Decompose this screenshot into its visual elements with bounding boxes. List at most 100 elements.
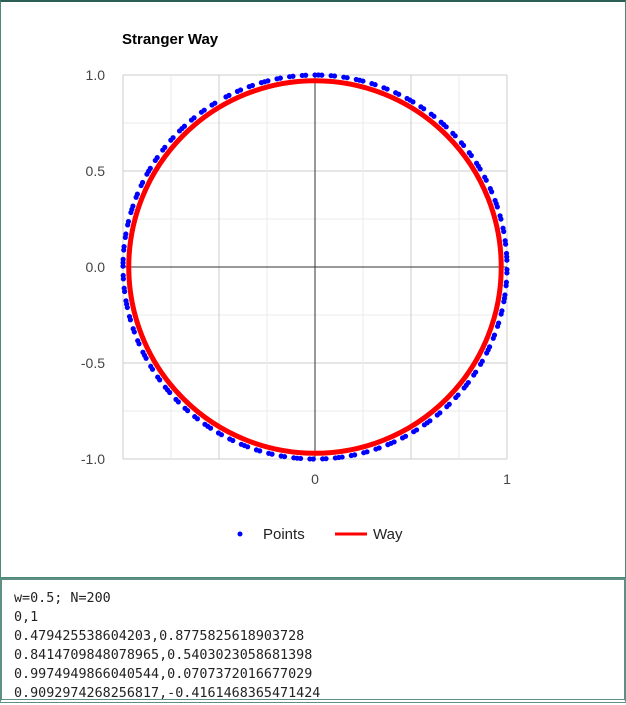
scatter-point — [504, 270, 510, 276]
scatter-point — [140, 349, 146, 355]
scatter-point — [215, 430, 222, 436]
scatter-point — [155, 374, 161, 380]
scatter-point — [360, 78, 366, 84]
scatter-point — [307, 456, 313, 462]
scatter-point — [461, 385, 467, 391]
scatter-point — [266, 450, 272, 456]
scatter-point — [182, 405, 188, 411]
scatter-point — [291, 455, 297, 461]
scatter-point — [477, 361, 484, 367]
scatter-point — [498, 311, 504, 317]
scatter-point — [344, 75, 350, 81]
scatter-point — [121, 285, 127, 291]
scatter-point — [227, 436, 233, 442]
scatter-point — [173, 396, 179, 403]
console-line: 0,1 — [14, 610, 39, 625]
scatter-point — [332, 455, 338, 461]
x-tick-label: 1 — [503, 471, 511, 487]
output-console[interactable]: w=0.5; N=200 0,1 0.479425538604203,0.87758… — [0, 578, 626, 703]
scatter-point — [431, 113, 437, 119]
scatter-point — [396, 91, 402, 97]
scatter-point — [226, 92, 232, 98]
scatter-point — [372, 82, 378, 88]
scatter-point — [265, 78, 271, 84]
scatter-point — [125, 218, 132, 225]
scatter-point — [494, 204, 500, 210]
scatter-point — [385, 442, 391, 448]
scatter-point — [444, 404, 450, 410]
scatter-point — [503, 241, 509, 247]
legend-points-marker — [237, 531, 243, 537]
scatter-point — [170, 135, 176, 141]
scatter-point — [361, 450, 367, 456]
scatter-point — [495, 323, 501, 329]
y-tick-label: 0.0 — [86, 259, 106, 275]
scatter-point — [278, 453, 284, 459]
scatter-point — [460, 142, 467, 149]
scatter-point — [134, 191, 140, 197]
scatter-point — [443, 124, 449, 130]
console-line: 0.9092974268256817,-0.4161468365471424 — [14, 686, 321, 701]
scatter-point — [212, 100, 218, 106]
scatter-point — [147, 165, 153, 171]
y-tick-label: -1.0 — [81, 451, 105, 467]
console-line: 0.8414709848078965,0.5403023058681398 — [14, 648, 313, 663]
scatter-point — [290, 73, 296, 79]
scatter-point — [434, 412, 440, 418]
scatter-point — [130, 203, 136, 209]
axes — [123, 75, 507, 459]
scatter-point — [148, 363, 154, 370]
scatter-point — [139, 179, 146, 186]
scatter-point — [453, 394, 459, 401]
x-tick-label: 0 — [311, 471, 319, 487]
scatter-point — [303, 72, 309, 78]
console-line: 0.9974949866040544,0.0707372016677029 — [14, 667, 313, 682]
console-text: w=0.5; N=200 0,1 0.479425538604203,0.87758… — [2, 580, 624, 701]
scatter-point — [238, 441, 244, 447]
scatter-point — [181, 123, 188, 129]
scatter-point — [498, 216, 504, 222]
legend-points-label: Points — [263, 526, 305, 543]
scatter-point — [501, 228, 507, 235]
scatter-point — [123, 298, 129, 304]
series-way-line — [126, 78, 504, 456]
scatter-point — [277, 75, 283, 81]
scatter-point — [135, 338, 141, 344]
chart: Stranger Way 1.0 0.5 0.0 -0.5 -1.0 0 1 Points … — [81, 31, 511, 543]
scatter-point — [320, 456, 326, 462]
scatter-point — [373, 446, 379, 452]
scatter-point — [384, 86, 390, 92]
scatter-point — [410, 99, 416, 105]
scatter-point — [504, 257, 510, 263]
scatter-point — [490, 335, 496, 341]
scatter-point — [319, 72, 325, 78]
scatter-point — [191, 115, 197, 121]
legend-way-label: Way — [373, 526, 403, 543]
scatter-point — [253, 447, 260, 453]
scatter-point — [484, 350, 490, 356]
scatter-point — [130, 326, 136, 332]
scatter-point — [162, 144, 168, 150]
chart-frame: Stranger Way 1.0 0.5 0.0 -0.5 -1.0 0 1 Points … — [0, 0, 626, 578]
scatter-point — [399, 435, 406, 441]
scatter-point — [483, 177, 489, 183]
scatter-point — [503, 283, 509, 289]
console-line: w=0.5; N=200 — [14, 591, 111, 606]
y-tick-label: 0.5 — [86, 163, 106, 179]
legend: Points Way — [237, 526, 403, 543]
console-line: 0.479425538604203,0.8775825618903728 — [14, 629, 305, 644]
scatter-point — [421, 106, 427, 112]
tick-labels: 1.0 0.5 0.0 -0.5 -1.0 0 1 — [81, 67, 511, 487]
scatter-point — [489, 189, 495, 195]
scatter-point — [120, 256, 126, 262]
scatter-point — [123, 231, 129, 237]
scatter-point — [162, 384, 168, 390]
scatter-point — [249, 82, 256, 89]
scatter-point — [501, 299, 507, 305]
scatter-point — [192, 414, 198, 420]
y-tick-label: 1.0 — [86, 67, 106, 83]
scatter-point — [237, 87, 244, 93]
scatter-point — [411, 429, 417, 435]
scatter-point — [471, 372, 477, 378]
scatter-point — [154, 155, 160, 161]
